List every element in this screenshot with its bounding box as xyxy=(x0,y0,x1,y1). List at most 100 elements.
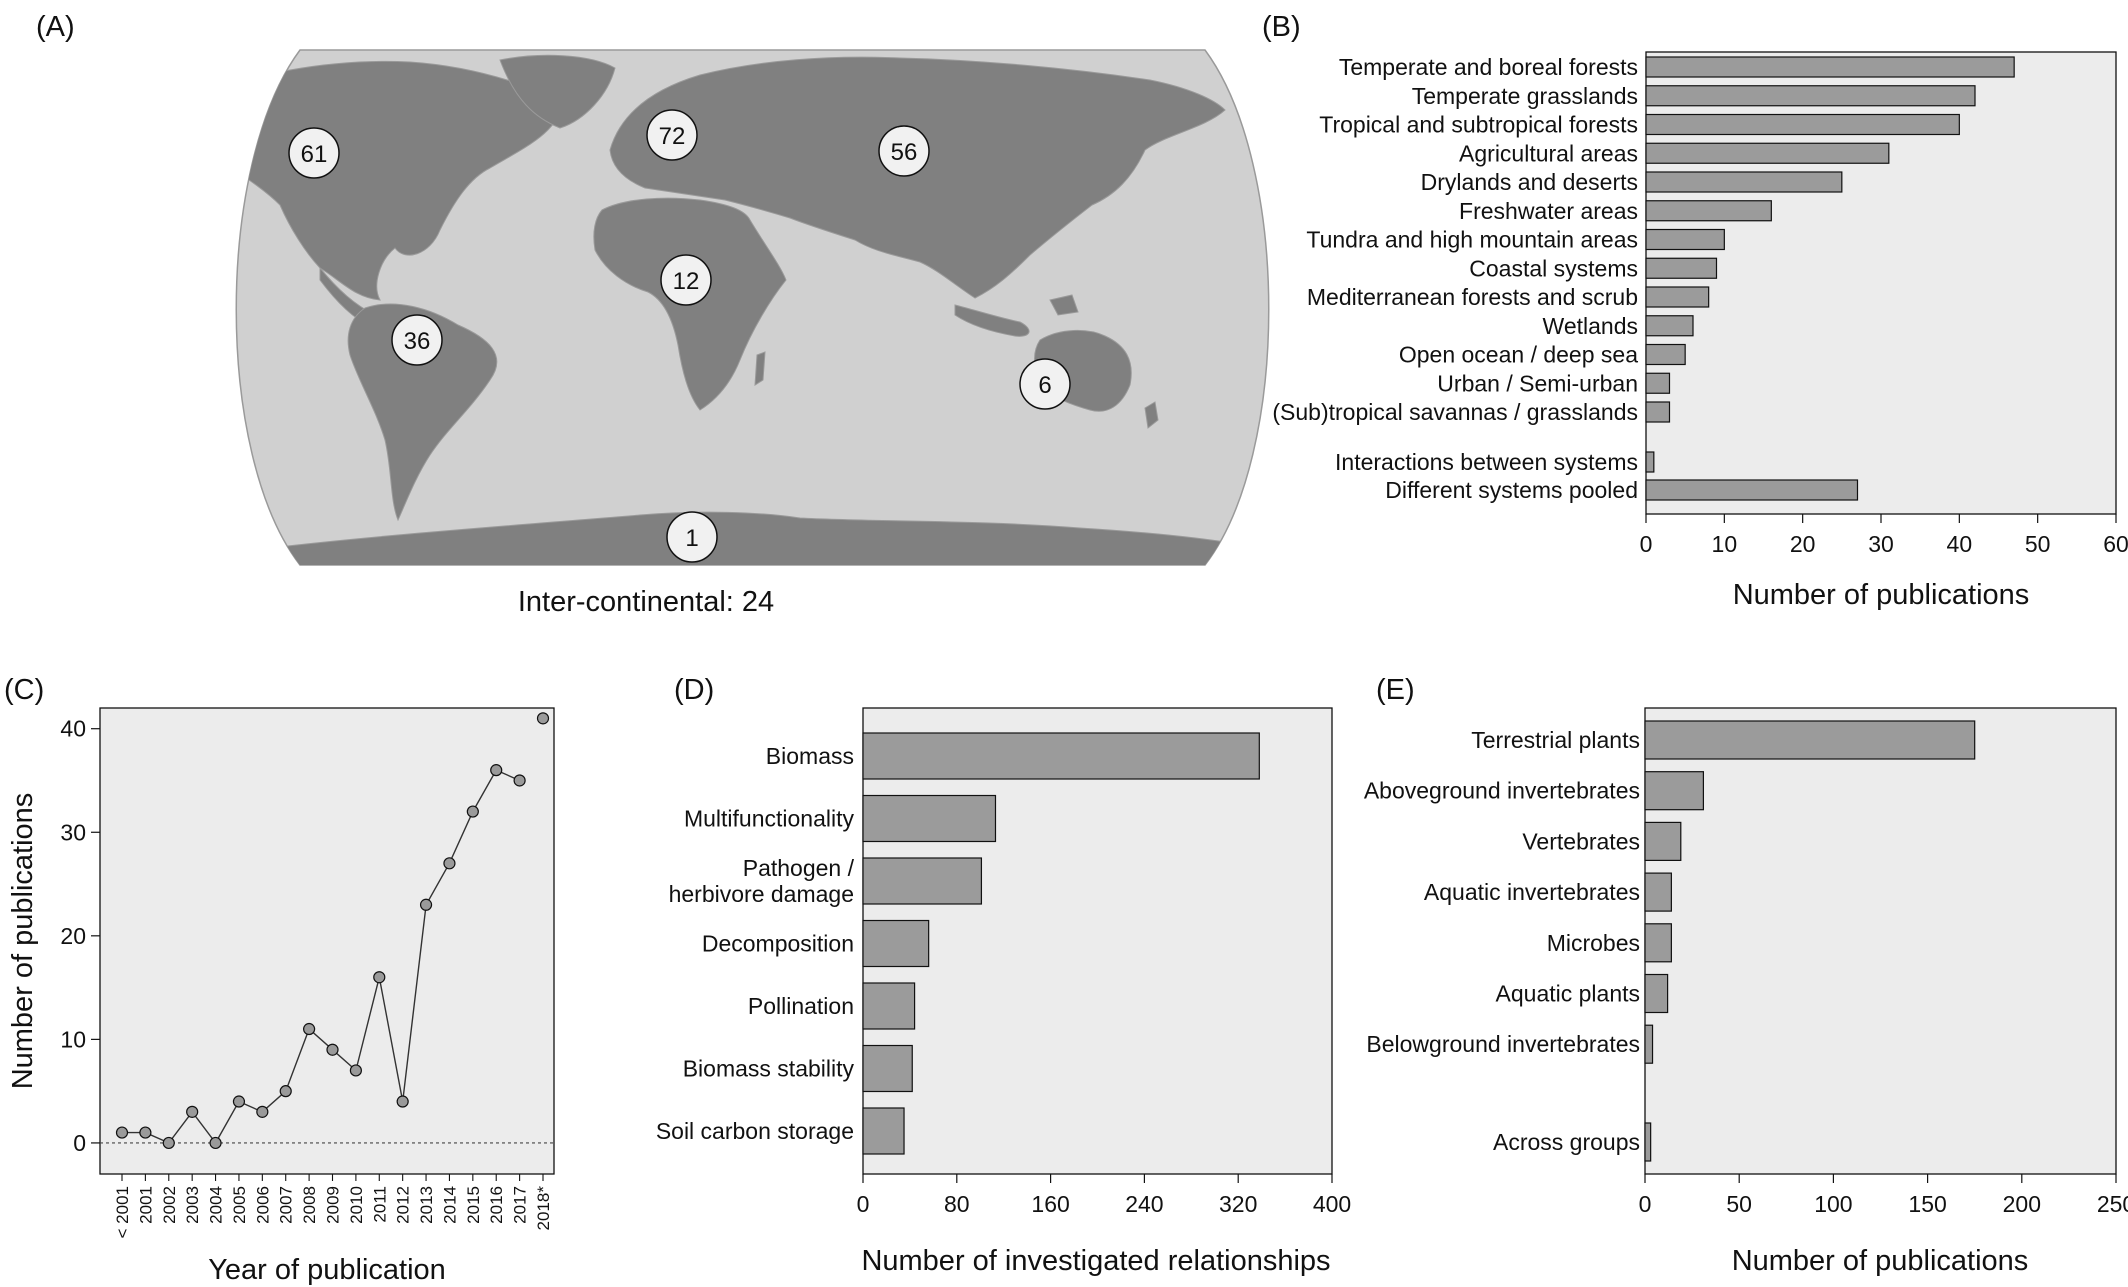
bar-5 xyxy=(1645,171,1843,193)
bar-3 xyxy=(862,857,983,905)
data-point-12 xyxy=(373,971,386,984)
panel-b-bars xyxy=(1645,56,2015,501)
bubble-south-america-value: 36 xyxy=(404,328,431,355)
category-label-8: Across groups xyxy=(1493,1129,1640,1155)
category-label-3-line-2: herbivore damage xyxy=(669,881,854,907)
panel-b-category-labels: Temperate and boreal forests Temperate gr… xyxy=(1272,54,1638,503)
x-tick-label-10: 2009 xyxy=(324,1186,343,1224)
x-tick-label-6: 50 xyxy=(2025,531,2051,557)
data-point-18 xyxy=(513,774,526,787)
bar-13 xyxy=(1645,401,1671,423)
panel-b: (B) Temperate and boreal forestsTemperat… xyxy=(1262,11,2128,611)
x-tick-label-4: 240 xyxy=(1125,1191,1163,1217)
panel-e-bars xyxy=(1644,720,1976,1162)
panel-c-plot-area xyxy=(99,707,555,1175)
bar-2 xyxy=(1644,771,1705,811)
x-tick-label-5: 2004 xyxy=(207,1186,226,1224)
x-tick-label-6: 2005 xyxy=(230,1186,249,1224)
y-tick-label-2: 10 xyxy=(60,1026,86,1052)
bar-2 xyxy=(1645,85,1976,107)
data-point-6 xyxy=(232,1095,246,1108)
category-label-7: Tundra and high mountain areas xyxy=(1306,227,1638,253)
bar-1 xyxy=(1644,720,1976,760)
category-label-3: Tropical and subtropical forests xyxy=(1319,112,1638,138)
bar-5 xyxy=(1644,923,1672,963)
x-tick-label-17: 2016 xyxy=(487,1186,506,1224)
data-point-1 xyxy=(115,1126,129,1139)
category-label-14: Interactions between systems xyxy=(1335,449,1638,475)
bubble-australia xyxy=(1019,358,1071,410)
x-tick-label-18: 2017 xyxy=(511,1186,530,1224)
panel-e-letter: (E) xyxy=(1376,674,1415,706)
x-tick-label-4: 150 xyxy=(1908,1191,1946,1217)
bar-6 xyxy=(1645,200,1772,222)
x-tick-label-2: 2001 xyxy=(136,1186,155,1224)
panel-e-x-ticks: 0 50 100 150 200 250 xyxy=(1639,1174,2128,1217)
bar-7 xyxy=(1644,1024,1654,1064)
panel-c-letter: (C) xyxy=(4,674,44,706)
bar-4 xyxy=(1644,872,1672,912)
panel-b-x-axis-label: Number of publications xyxy=(1733,579,2030,611)
bar-1 xyxy=(1645,56,2015,78)
panel-d-letter: (D) xyxy=(674,674,714,706)
panel-d-plot-area xyxy=(862,707,1333,1175)
panel-c: (C) 0 10 20 30 40 < 2001 2001 2002 2003 2004 2005… xyxy=(4,674,555,1286)
category-label-2: Multifunctionality xyxy=(684,806,855,832)
data-point-15 xyxy=(443,857,456,870)
x-tick-label-1: 0 xyxy=(1639,1191,1652,1217)
data-point-13 xyxy=(396,1095,409,1108)
category-label-1: Terrestrial plants xyxy=(1471,727,1640,753)
europe-asia-shape xyxy=(609,56,1226,299)
bubble-south-america xyxy=(391,314,443,366)
map-caption: Inter-continental: 24 xyxy=(518,586,774,618)
southeast-asia-shape xyxy=(954,294,1079,337)
bar-4 xyxy=(1645,142,1890,164)
x-tick-label-4: 2003 xyxy=(183,1186,202,1224)
x-tick-label-2: 10 xyxy=(1712,531,1738,557)
category-label-4: Aquatic invertebrates xyxy=(1424,879,1640,905)
data-point-4 xyxy=(186,1105,199,1118)
x-tick-label-5: 40 xyxy=(1947,531,1973,557)
category-label-13: (Sub)tropical savannas / grasslands xyxy=(1272,399,1638,425)
x-tick-label-19: 2018* xyxy=(534,1186,553,1231)
data-point-10 xyxy=(326,1043,339,1056)
panel-c-y-axis-label: Number of publications xyxy=(7,793,39,1090)
panel-c-x-axis-label: Year of publication xyxy=(208,1254,446,1286)
x-tick-label-3: 2002 xyxy=(160,1186,179,1224)
region-bubbles: 61 72 56 12 36 6 1 xyxy=(288,109,1071,563)
category-label-2: Aboveground invertebrates xyxy=(1364,778,1640,804)
panel-d-x-ticks: 0 80 160 240 320 400 xyxy=(857,1174,1351,1217)
x-tick-label-1: 0 xyxy=(857,1191,870,1217)
bubble-europe xyxy=(646,109,698,161)
madagascar-shape xyxy=(754,351,766,386)
category-label-7: Soil carbon storage xyxy=(656,1118,854,1144)
x-tick-label-7: 60 xyxy=(2103,531,2128,557)
x-tick-label-12: 2011 xyxy=(370,1186,389,1223)
x-tick-label-2: 50 xyxy=(1726,1191,1752,1217)
bubble-antarctica xyxy=(666,511,718,563)
x-tick-label-2: 80 xyxy=(944,1191,970,1217)
data-point-19 xyxy=(536,712,550,725)
bar-7 xyxy=(1645,228,1725,251)
x-tick-label-3: 20 xyxy=(1790,531,1816,557)
bar-8 xyxy=(1644,1122,1652,1162)
bar-12 xyxy=(1645,372,1671,394)
x-tick-label-3: 160 xyxy=(1031,1191,1069,1217)
category-label-6: Biomass stability xyxy=(683,1056,855,1082)
panel-e: (E) Terrestrial plants Aboveground invert… xyxy=(1364,674,2128,1277)
panel-d-category-labels: Biomass Multifunctionality Pathogen /herbi… xyxy=(656,743,855,1144)
data-point-8 xyxy=(279,1085,292,1098)
panel-b-x-ticks: 0 10 20 30 40 50 60 xyxy=(1640,514,2128,557)
category-label-12: Urban / Semi-urban xyxy=(1437,370,1638,396)
y-tick-label-1: 0 xyxy=(73,1130,86,1156)
bubble-africa-value: 12 xyxy=(673,268,700,295)
data-point-14 xyxy=(419,898,433,911)
bar-6 xyxy=(1644,973,1669,1014)
series-line xyxy=(122,769,520,1145)
category-label-6: Freshwater areas xyxy=(1459,198,1638,224)
category-label-1: Temperate and boreal forests xyxy=(1339,54,1638,80)
category-label-4: Agricultural areas xyxy=(1459,140,1638,166)
category-label-5: Pollination xyxy=(748,993,854,1019)
bar-15 xyxy=(1645,479,1859,501)
panel-b-letter: (B) xyxy=(1262,11,1301,43)
